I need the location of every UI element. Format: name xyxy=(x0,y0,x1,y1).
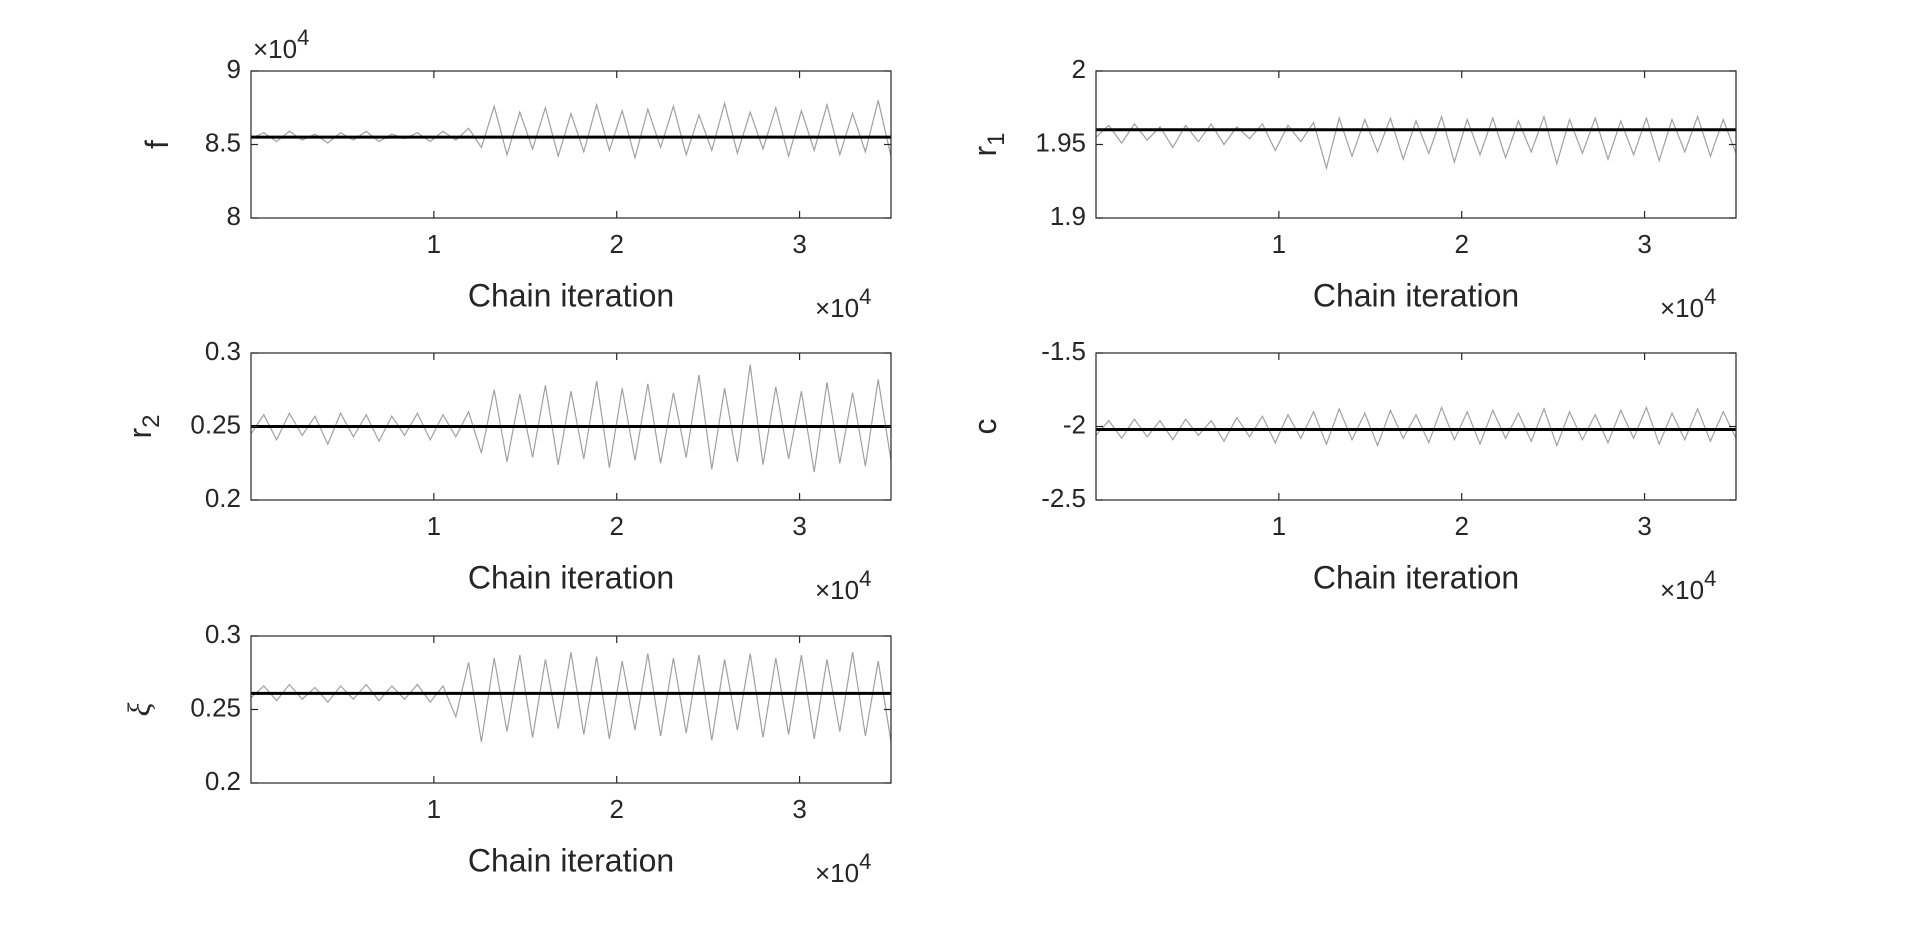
exponent-base: ×10 xyxy=(1660,293,1704,323)
trace-line xyxy=(1095,114,1737,171)
x-tick-label: 3 xyxy=(792,794,806,824)
exponent-label: ×104 xyxy=(1660,566,1716,605)
x-tick-label: 3 xyxy=(792,229,806,259)
exponent-label: ×104 xyxy=(815,566,871,605)
y-tick-label: 0.2 xyxy=(205,483,241,513)
x-axis-label: Chain iteration xyxy=(468,559,674,595)
y-tick-label: -1.5 xyxy=(1041,336,1086,366)
x-tick-label: 2 xyxy=(1454,229,1468,259)
y-tick-label: -2 xyxy=(1063,409,1086,439)
subplot: 1 2 3 -2.5 -2 -1.5 Chain iteration c ×104 xyxy=(967,336,1737,605)
x-tick-label: 2 xyxy=(609,794,623,824)
x-tick-label: 1 xyxy=(1272,511,1286,541)
y-tick-label: -2.5 xyxy=(1041,483,1086,513)
exponent-power: 4 xyxy=(1704,566,1716,591)
y-label-text: r xyxy=(967,146,1003,157)
y-tick-label: 1.95 xyxy=(1035,127,1086,157)
plot-area xyxy=(251,71,891,218)
y-axis-label: r1 xyxy=(967,132,1010,156)
plot-area xyxy=(251,636,891,783)
exponent-power: 4 xyxy=(1704,284,1716,309)
x-tick-label: 2 xyxy=(609,229,623,259)
x-tick-label: 1 xyxy=(1272,229,1286,259)
exponent-power: 4 xyxy=(859,566,871,591)
y-axis-label: ξ xyxy=(121,702,157,716)
plot-area xyxy=(1096,71,1736,218)
exponent-base: ×10 xyxy=(815,293,859,323)
x-axis-label: Chain iteration xyxy=(468,277,674,313)
x-tick-label: 2 xyxy=(1454,511,1468,541)
exponent-label: ×104 xyxy=(815,849,871,888)
x-tick-label: 2 xyxy=(609,511,623,541)
exponent-base: ×10 xyxy=(815,858,859,888)
x-tick-label: 3 xyxy=(1637,511,1651,541)
y-tick-label: 8 xyxy=(227,201,241,231)
x-axis-label: Chain iteration xyxy=(1313,277,1519,313)
subplot: 1 2 3 0.2 0.25 0.3 Chain iteration ξ ×104 xyxy=(121,619,892,888)
y-tick-label: 0.25 xyxy=(190,409,241,439)
trace-line xyxy=(250,364,892,473)
plot-area xyxy=(1096,353,1736,500)
exponent-power: 4 xyxy=(859,284,871,309)
y-label-subscript: 2 xyxy=(138,414,165,427)
y-label-text: c xyxy=(967,419,1003,435)
x-tick-label: 3 xyxy=(1637,229,1651,259)
y-label-text: ξ xyxy=(121,702,157,716)
y-tick-label: 0.3 xyxy=(205,336,241,366)
y-tick-label: 0.25 xyxy=(190,692,241,722)
y-tick-label: 0.2 xyxy=(205,766,241,796)
exponent-power: 4 xyxy=(859,849,871,874)
x-tick-label: 1 xyxy=(427,794,441,824)
exponent-label: ×104 xyxy=(815,284,871,323)
y-axis-label: r2 xyxy=(122,414,165,438)
x-tick-label: 1 xyxy=(427,229,441,259)
y-label-text: r xyxy=(122,428,158,439)
y-tick-label: 2 xyxy=(1072,54,1086,84)
x-axis-label: Chain iteration xyxy=(468,842,674,878)
x-axis-label: Chain iteration xyxy=(1313,559,1519,595)
exponent-label: ×104 xyxy=(1660,284,1716,323)
y-label-text: f xyxy=(139,140,175,149)
exponent-power: 4 xyxy=(297,25,309,50)
exponent-base: ×10 xyxy=(815,575,859,605)
y-axis-label: f xyxy=(139,140,175,149)
exponent-base: ×10 xyxy=(1660,575,1704,605)
y-tick-label: 9 xyxy=(227,54,241,84)
y-axis-label: c xyxy=(967,419,1003,435)
y-tick-label: 8.5 xyxy=(205,127,241,157)
y-label-subscript: 1 xyxy=(983,132,1010,145)
x-tick-label: 3 xyxy=(792,511,806,541)
x-tick-label: 1 xyxy=(427,511,441,541)
y-tick-label: 1.9 xyxy=(1050,201,1086,231)
exponent-base: ×10 xyxy=(253,34,297,64)
exponent-label: ×104 xyxy=(253,25,309,64)
y-tick-label: 0.3 xyxy=(205,619,241,649)
